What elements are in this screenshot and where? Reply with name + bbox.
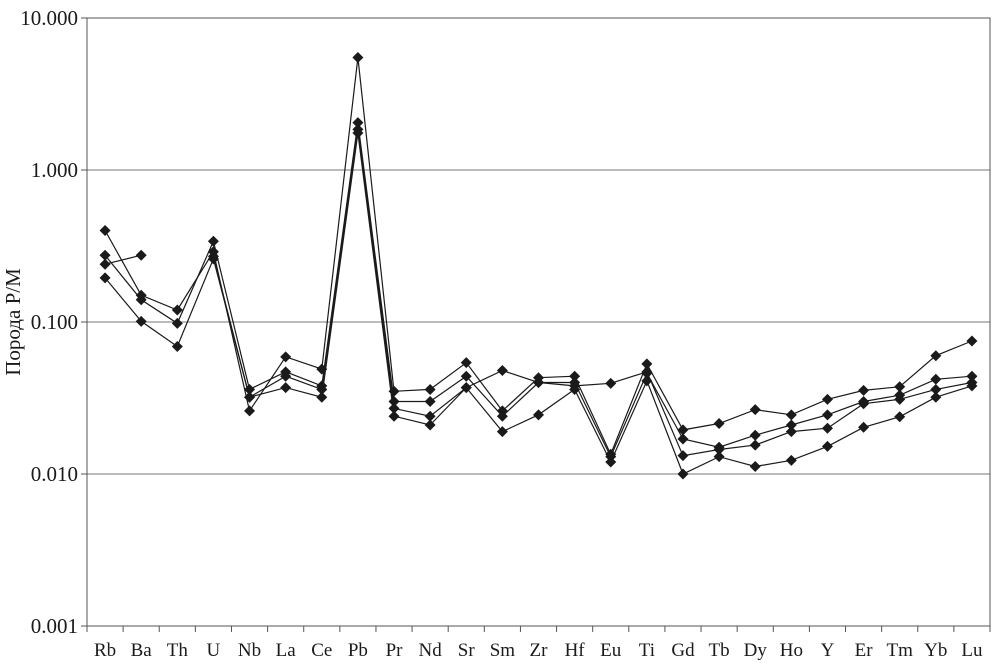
x-tick-label-ce: Ce (311, 640, 332, 661)
series-group (100, 52, 978, 480)
x-tick-label-rb: Rb (94, 640, 116, 661)
x-tick-label-dy: Dy (744, 640, 768, 661)
x-tick-label-u: U (207, 640, 221, 661)
data-point-nd (425, 384, 436, 395)
x-tick-label-ho: Ho (780, 640, 803, 661)
gridlines (87, 170, 990, 474)
series-line (105, 133, 972, 474)
x-tick-label-nd: Nd (419, 640, 443, 661)
data-point-th (172, 341, 183, 352)
data-point-pb (352, 52, 363, 63)
data-point-th (172, 318, 183, 329)
x-tick-label-yb: Yb (924, 640, 947, 661)
data-point-dy (750, 430, 761, 441)
data-point-ti (641, 375, 652, 386)
data-point-la (280, 351, 291, 362)
data-point-gd (677, 450, 688, 461)
x-tick-label-pr: Pr (386, 640, 404, 661)
data-point-zr (533, 409, 544, 420)
y-tick-label: 1.000 (31, 158, 78, 182)
data-point-y (822, 394, 833, 405)
data-point-ho (786, 409, 797, 420)
series-line (213, 129, 972, 455)
data-point-nb (244, 405, 255, 416)
data-point-lu (966, 335, 977, 346)
data-point-dy (750, 440, 761, 451)
x-tick-label-tm: Tm (887, 640, 914, 661)
y-tick-label: 10.000 (20, 6, 78, 30)
x-tick-label-eu: Eu (600, 640, 622, 661)
data-point-y (822, 441, 833, 452)
series-line (105, 123, 972, 457)
data-point-tb (714, 451, 725, 462)
data-point-er (858, 422, 869, 433)
x-tick-label-sr: Sr (458, 640, 476, 661)
data-point-ho (786, 455, 797, 466)
data-point-sr (461, 357, 472, 368)
data-point-gd (677, 469, 688, 480)
x-tick-label-ba: Ba (131, 640, 153, 661)
series-1 (100, 52, 978, 460)
x-tick-label-la: La (276, 640, 297, 661)
y-axis-label: Порода Р/М (1, 268, 25, 376)
x-tick-label-th: Th (167, 640, 189, 661)
data-point-la (280, 382, 291, 393)
x-tick-label-y: Y (821, 640, 835, 661)
x-axis-ticks: Rb Ba Th U Nb La Ce Pb Pr Nd Sr Sm Zr Hf Eu Ti Gd Tb Dy Ho Y… (87, 626, 990, 661)
y-tick-label: 0.001 (31, 614, 78, 638)
data-point-sm (497, 365, 508, 376)
data-point-pr (389, 411, 400, 422)
data-point-yb (930, 374, 941, 385)
data-point-er (858, 385, 869, 396)
x-tick-label-zr: Zr (530, 640, 549, 661)
data-point-rb (100, 225, 111, 236)
x-tick-label-sm: Sm (490, 640, 516, 661)
data-point-y (822, 423, 833, 434)
y-axis-ticks: 10.000 1.000 0.100 0.010 0.001 (20, 6, 87, 638)
data-point-ce (316, 392, 327, 403)
x-tick-label-nb: Nb (238, 640, 261, 661)
data-point-eu (605, 378, 616, 389)
x-tick-label-lu: Lu (961, 640, 983, 661)
x-tick-label-gd: Gd (671, 640, 695, 661)
data-point-dy (750, 404, 761, 415)
y-tick-label: 0.010 (31, 462, 78, 486)
data-point-gd (677, 433, 688, 444)
data-point-tm (894, 411, 905, 422)
x-tick-label-er: Er (855, 640, 874, 661)
x-tick-label-hf: Hf (565, 640, 586, 661)
data-point-y (822, 409, 833, 420)
series-line (105, 58, 972, 455)
x-tick-label-pb: Pb (348, 640, 368, 661)
x-tick-label-tb: Tb (709, 640, 730, 661)
data-point-nd (425, 396, 436, 407)
y-tick-label: 0.100 (31, 310, 78, 334)
data-point-ba (136, 250, 147, 261)
data-point-tb (714, 418, 725, 429)
data-point-dy (750, 461, 761, 472)
series-4 (100, 128, 978, 480)
data-point-ho (786, 426, 797, 437)
x-tick-label-ti: Ti (639, 640, 655, 661)
data-point-yb (930, 392, 941, 403)
data-point-u (208, 236, 219, 247)
